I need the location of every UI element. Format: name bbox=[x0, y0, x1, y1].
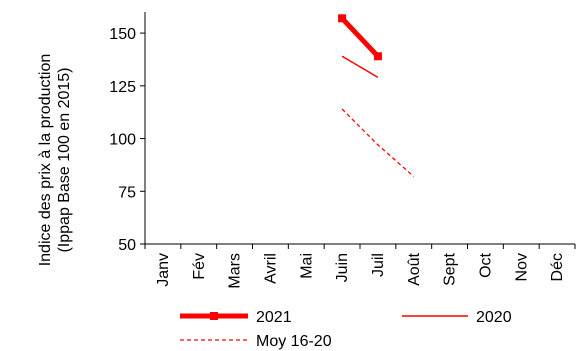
x-tick-label: Sept bbox=[442, 252, 459, 285]
data-point-marker bbox=[373, 52, 382, 61]
x-tick-label: Déc bbox=[549, 253, 566, 281]
legend-label-2: Moy 16-20 bbox=[256, 333, 332, 350]
x-tick-label: Fév bbox=[191, 253, 208, 280]
x-tick-label: Janv bbox=[155, 253, 172, 287]
x-tick-label: Nov bbox=[513, 253, 530, 281]
data-point-marker bbox=[338, 14, 347, 23]
y-axis-title-line-2: (Ippap Base 100 en 2015) bbox=[56, 67, 73, 252]
x-tick-label: Oct bbox=[477, 252, 494, 277]
series-line-1 bbox=[341, 55, 379, 79]
legend: 2021 2020 Moy 16-20 bbox=[180, 309, 512, 350]
x-axis-ticks: Janv Fév Mars Avril Mai Juin Juil Août Sept Oct No… bbox=[144, 244, 576, 289]
legend-label-0: 2021 bbox=[256, 309, 292, 326]
x-tick-label: Juin bbox=[334, 253, 351, 282]
y-axis-ticks: 50 75 100 125 150 bbox=[109, 26, 145, 254]
x-tick-label: Mai bbox=[298, 253, 315, 279]
y-axis-title-line-1: Indice des prix à la production bbox=[37, 54, 54, 267]
x-tick-label: Mars bbox=[227, 253, 244, 289]
x-tick-label: Avril bbox=[262, 253, 279, 284]
y-axis-title: Indice des prix à la production (Ippap B… bbox=[37, 54, 73, 267]
series-line-0 bbox=[340, 16, 380, 59]
y-tick-label: 100 bbox=[109, 132, 136, 149]
y-tick-label: 75 bbox=[118, 184, 136, 201]
series-layer bbox=[338, 14, 415, 177]
x-tick-label: Août bbox=[406, 252, 423, 285]
legend-marker bbox=[210, 312, 218, 320]
legend-label-1: 2020 bbox=[476, 309, 512, 326]
y-tick-label: 150 bbox=[109, 26, 136, 43]
x-tick-label: Juil bbox=[370, 253, 387, 277]
y-tick-label: 125 bbox=[109, 79, 136, 96]
y-tick-label: 50 bbox=[118, 237, 136, 254]
series-line-2 bbox=[341, 108, 415, 177]
